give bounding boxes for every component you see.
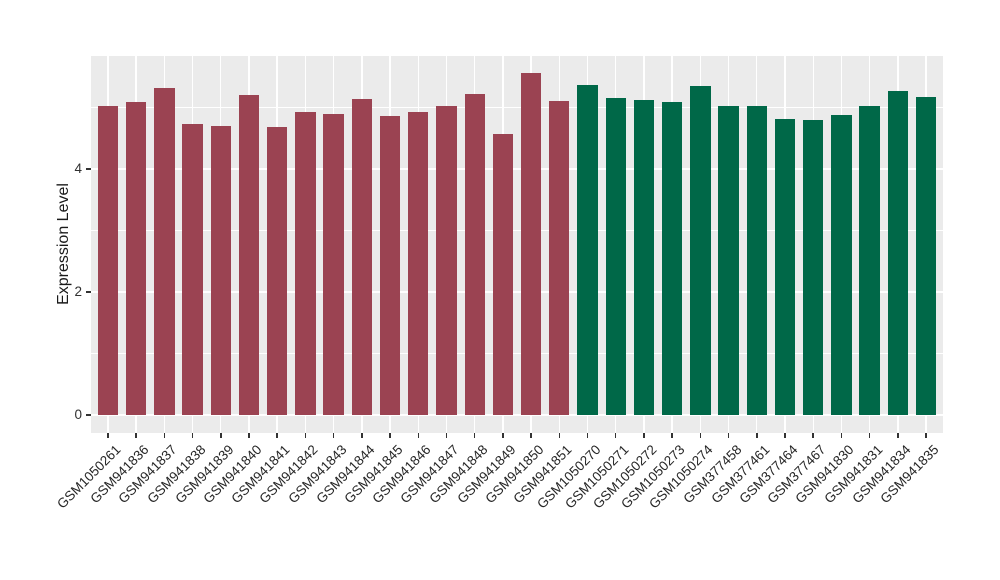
x-tick-mark [445, 433, 448, 438]
x-tick-mark [530, 433, 532, 438]
bar-GSM1050261 [97, 106, 119, 416]
bar-GSM941836 [125, 102, 147, 416]
minor-gridline [91, 230, 943, 232]
major-gridline [91, 291, 943, 293]
x-tick-mark [925, 433, 927, 438]
major-gridline [91, 414, 943, 416]
bar-GSM941834 [887, 91, 909, 416]
x-tick-mark [220, 433, 222, 438]
bar-GSM941849 [492, 134, 514, 416]
x-tick-mark [191, 433, 194, 438]
x-tick-mark [614, 433, 617, 438]
x-tick-mark [558, 433, 561, 438]
x-tick-mark [727, 433, 730, 438]
x-tick-mark [643, 433, 645, 438]
x-tick-mark [389, 433, 391, 438]
x-tick-mark [248, 433, 250, 438]
bar-GSM377467 [803, 119, 824, 416]
x-tick-mark [332, 433, 335, 438]
bar-GSM941842 [295, 111, 316, 416]
minor-gridline [91, 107, 943, 109]
bar-GSM1050274 [690, 86, 711, 416]
bar-GSM941838 [182, 124, 203, 416]
bar-GSM377461 [746, 106, 767, 416]
x-tick-mark [163, 433, 166, 438]
bar-GSM941830 [831, 115, 852, 416]
x-tick-mark [699, 433, 702, 438]
bar-GSM941839 [210, 125, 231, 416]
bar-GSM941844 [351, 99, 372, 416]
x-tick-mark [756, 433, 758, 438]
y-tick-label: 2 [74, 284, 82, 300]
bar-GSM941841 [267, 127, 288, 416]
x-tick-mark [361, 433, 363, 438]
plot-panel [91, 56, 943, 433]
bar-GSM1050272 [633, 100, 655, 416]
x-tick-mark [812, 433, 814, 438]
bar-GSM941837 [154, 88, 175, 416]
bar-GSM377464 [774, 119, 796, 416]
x-tick-mark [897, 433, 899, 438]
bar-GSM941846 [408, 111, 429, 416]
x-tick-mark [502, 433, 504, 438]
bar-GSM941847 [436, 106, 457, 416]
bar-GSM941845 [379, 116, 401, 416]
bar-GSM1050271 [605, 97, 626, 416]
x-tick-mark [304, 433, 307, 438]
x-tick-mark [784, 433, 786, 438]
bar-GSM941848 [464, 94, 485, 416]
bar-GSM1050273 [662, 102, 683, 416]
bar-GSM377458 [718, 106, 739, 416]
x-tick-mark [840, 433, 843, 438]
bar-GSM1050270 [577, 84, 598, 416]
bar-GSM941831 [859, 106, 880, 416]
y-tick-mark [86, 168, 91, 170]
bar-GSM941843 [323, 114, 344, 416]
y-tick-label: 0 [74, 407, 82, 423]
minor-gridline [91, 353, 943, 355]
major-gridline [91, 168, 943, 170]
bar-GSM941851 [549, 100, 570, 416]
bar-GSM941850 [520, 73, 542, 416]
x-tick-mark [473, 433, 476, 438]
x-tick-mark [586, 433, 589, 438]
x-tick-mark [276, 433, 278, 438]
y-tick-mark [86, 291, 91, 293]
x-tick-mark [671, 433, 673, 438]
x-tick-mark [868, 433, 871, 438]
y-tick-label: 4 [74, 161, 82, 177]
x-tick-mark [107, 433, 109, 438]
bar-GSM941835 [915, 97, 937, 416]
x-tick-mark [135, 433, 137, 438]
bar-GSM941840 [238, 95, 260, 416]
y-tick-mark [86, 414, 91, 416]
x-tick-mark [417, 433, 419, 438]
